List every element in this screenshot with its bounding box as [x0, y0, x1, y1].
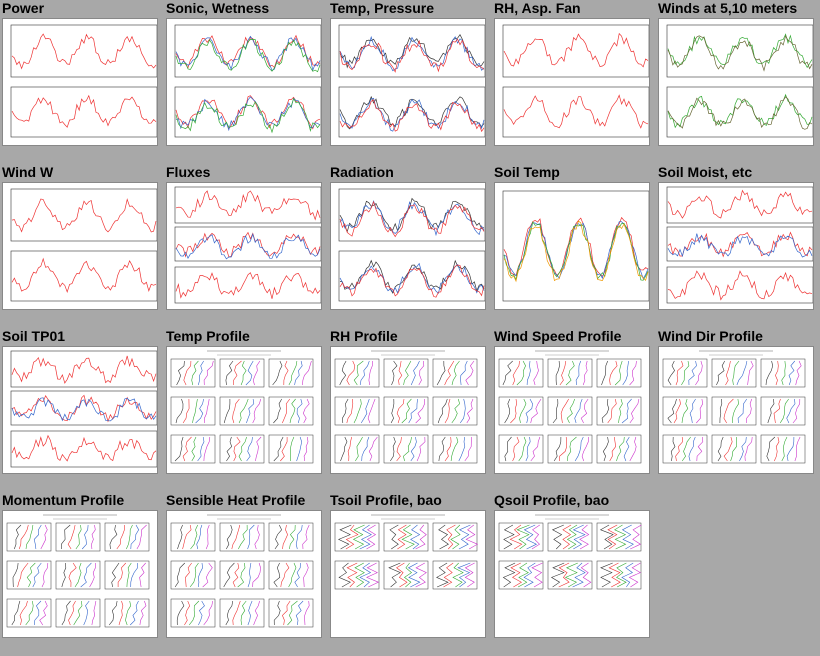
thumbnail-title[interactable]: RH, Asp. Fan — [494, 0, 581, 16]
thumbnail-sonic-wetness[interactable]: Sonic, Wetness — [164, 0, 326, 164]
thumbnail-title[interactable]: Tsoil Profile, bao — [330, 492, 442, 508]
thumbnail-title[interactable]: Soil Temp — [494, 164, 560, 180]
plot-image[interactable] — [166, 510, 322, 638]
plot-image[interactable] — [166, 346, 322, 474]
plot-image[interactable] — [2, 510, 158, 638]
thumbnail-wind-speed-profile[interactable]: Wind Speed Profile — [492, 328, 654, 492]
thumbnail-title[interactable]: Sensible Heat Profile — [166, 492, 306, 508]
plot-image[interactable] — [494, 346, 650, 474]
thumbnail-wind-w[interactable]: Wind W — [0, 164, 162, 328]
thumbnail-soil-tp01[interactable]: Soil TP01 — [0, 328, 162, 492]
thumbnail-temp-pressure[interactable]: Temp, Pressure — [328, 0, 490, 164]
thumbnail-power[interactable]: Power — [0, 0, 162, 164]
plot-image[interactable] — [494, 182, 650, 310]
thumbnail-title[interactable]: Wind Dir Profile — [658, 328, 763, 344]
thumbnail-title[interactable]: Radiation — [330, 164, 394, 180]
thumbnail-soil-temp[interactable]: Soil Temp — [492, 164, 654, 328]
thumbnail-momentum-profile[interactable]: Momentum Profile — [0, 492, 162, 656]
thumbnail-radiation[interactable]: Radiation — [328, 164, 490, 328]
thumbnail-title[interactable]: Winds at 5,10 meters — [658, 0, 798, 16]
plot-image[interactable] — [330, 346, 486, 474]
thumbnail-rh-profile[interactable]: RH Profile — [328, 328, 490, 492]
plot-image[interactable] — [494, 510, 650, 638]
plot-image[interactable] — [330, 510, 486, 638]
thumbnail-wind-dir-profile[interactable]: Wind Dir Profile — [656, 328, 818, 492]
plot-image[interactable] — [330, 182, 486, 310]
thumbnail-qsoil-profile-bao[interactable]: Qsoil Profile, bao — [492, 492, 654, 656]
thumbnail-title[interactable]: Qsoil Profile, bao — [494, 492, 610, 508]
plot-image[interactable] — [2, 182, 158, 310]
plot-image[interactable] — [166, 182, 322, 310]
plot-image[interactable] — [166, 18, 322, 146]
thumbnail-title[interactable]: Soil TP01 — [2, 328, 66, 344]
thumbnail-title[interactable]: Wind Speed Profile — [494, 328, 622, 344]
thumbnail-title[interactable]: Temp, Pressure — [330, 0, 435, 16]
thumbnail-winds-at-5-10-meters[interactable]: Winds at 5,10 meters — [656, 0, 818, 164]
thumbnail-tsoil-profile-bao[interactable]: Tsoil Profile, bao — [328, 492, 490, 656]
thumbnail-soil-moist-etc[interactable]: Soil Moist, etc — [656, 164, 818, 328]
thumbnail-title[interactable]: Wind W — [2, 164, 54, 180]
thumbnail-title[interactable]: Soil Moist, etc — [658, 164, 753, 180]
thumbnail-rh-asp-fan[interactable]: RH, Asp. Fan — [492, 0, 654, 164]
thumbnail-title[interactable]: Power — [2, 0, 45, 16]
plot-image[interactable] — [658, 346, 814, 474]
thumbnail-title[interactable]: Temp Profile — [166, 328, 250, 344]
thumbnail-fluxes[interactable]: Fluxes — [164, 164, 326, 328]
plot-image[interactable] — [494, 18, 650, 146]
thumbnail-sensible-heat-profile[interactable]: Sensible Heat Profile — [164, 492, 326, 656]
plot-image[interactable] — [330, 18, 486, 146]
thumbnail-title[interactable]: Fluxes — [166, 164, 211, 180]
thumbnail-title[interactable]: RH Profile — [330, 328, 398, 344]
thumbnail-title[interactable]: Sonic, Wetness — [166, 0, 270, 16]
thumbnail-title[interactable]: Momentum Profile — [2, 492, 125, 508]
plot-image[interactable] — [2, 346, 158, 474]
plot-image[interactable] — [2, 18, 158, 146]
plot-image[interactable] — [658, 182, 814, 310]
thumbnail-temp-profile[interactable]: Temp Profile — [164, 328, 326, 492]
plot-image[interactable] — [658, 18, 814, 146]
